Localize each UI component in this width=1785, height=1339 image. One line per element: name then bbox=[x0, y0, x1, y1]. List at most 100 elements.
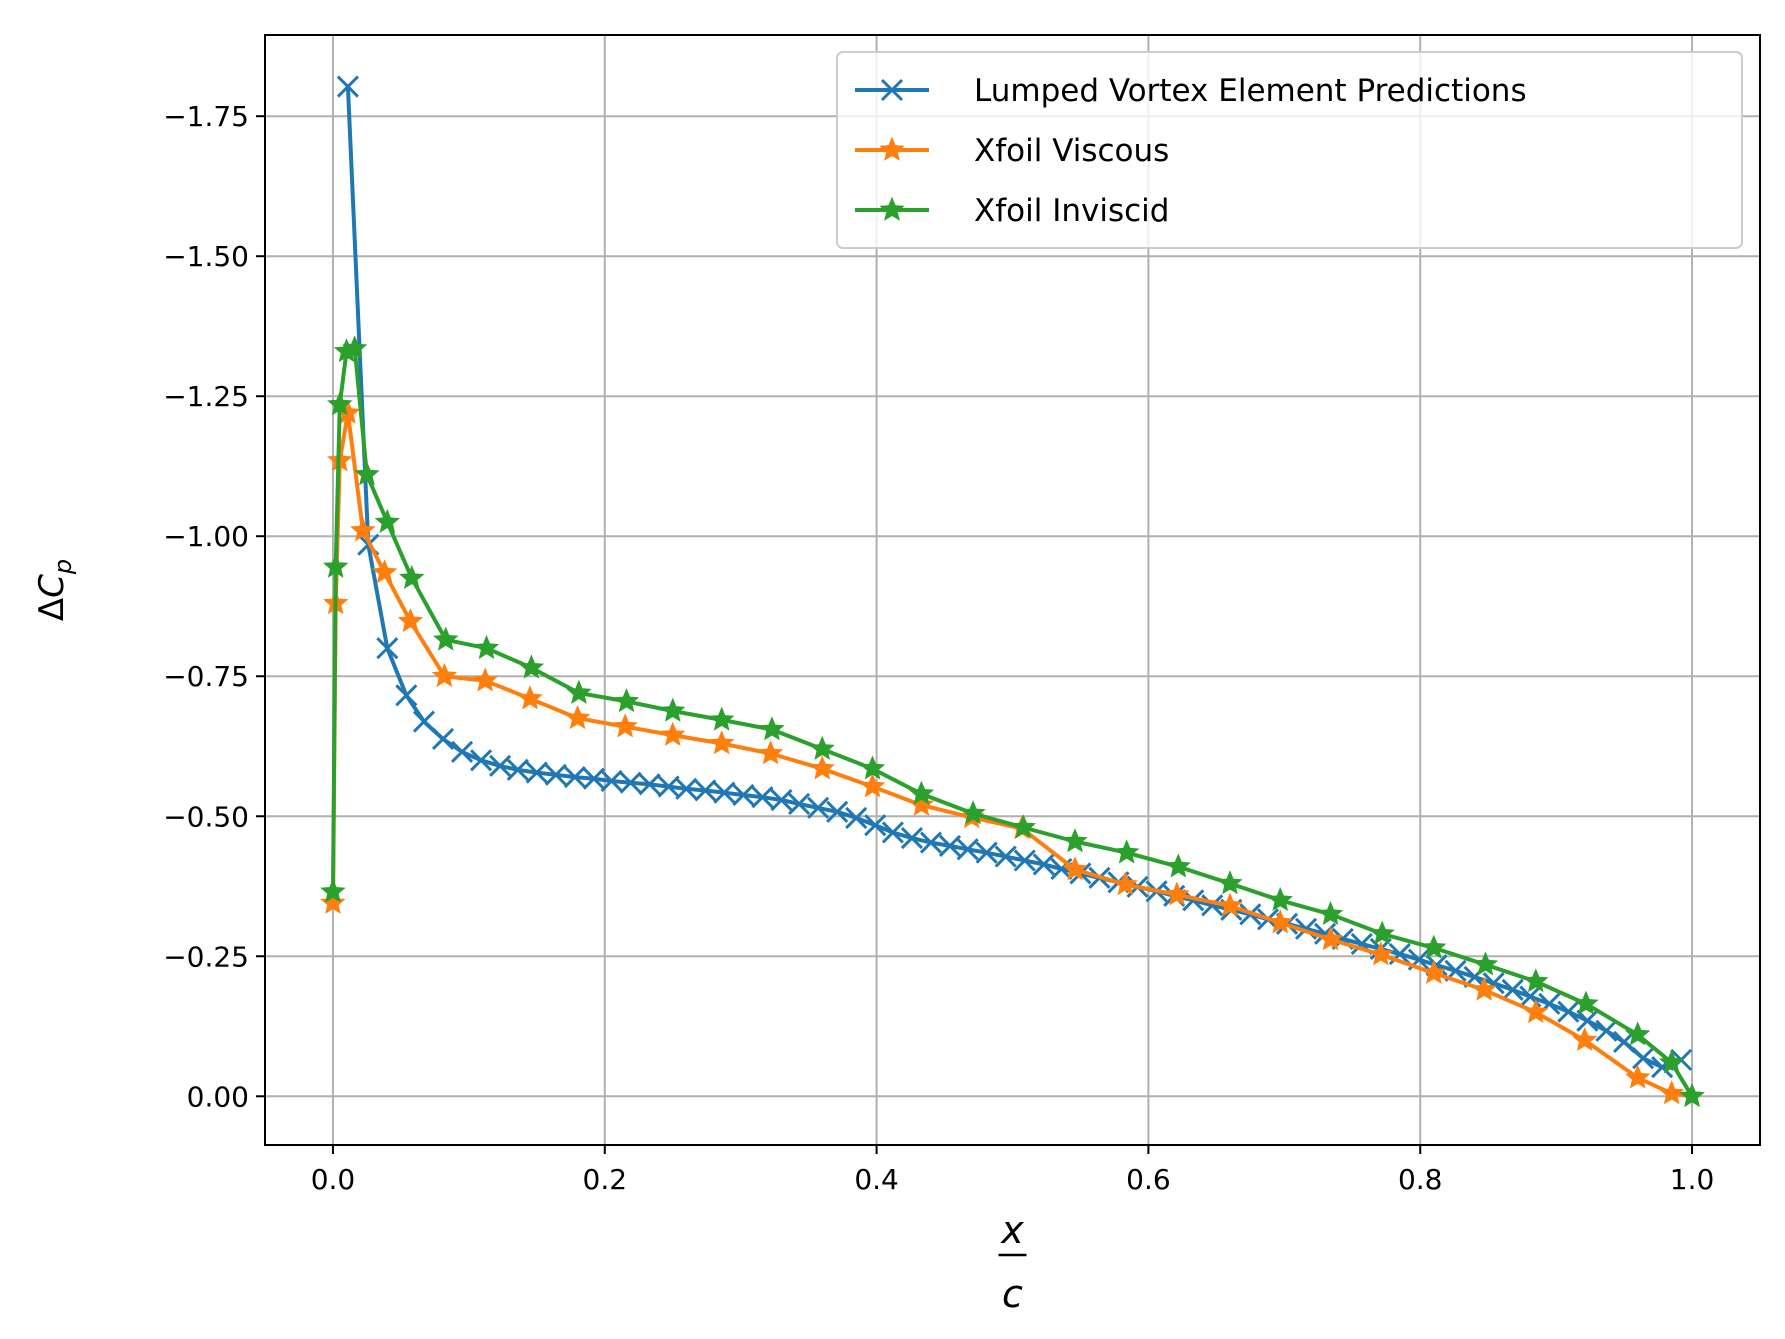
star-marker bbox=[320, 889, 346, 914]
x-marker bbox=[1182, 889, 1205, 912]
x-marker bbox=[1013, 849, 1036, 872]
x-marker bbox=[336, 75, 359, 98]
x-marker bbox=[938, 834, 962, 857]
star-marker bbox=[1164, 881, 1190, 906]
star-marker bbox=[1658, 1049, 1685, 1074]
x-marker bbox=[788, 792, 811, 815]
x-marker bbox=[600, 769, 623, 793]
svg-text:ΔCp: ΔCp bbox=[32, 559, 77, 621]
x-marker bbox=[1201, 894, 1224, 917]
x-marker bbox=[638, 773, 661, 796]
series-1 bbox=[320, 399, 1705, 1108]
star-marker bbox=[660, 697, 686, 722]
x-tick-label: 0.2 bbox=[583, 1163, 628, 1196]
star-marker bbox=[708, 706, 735, 731]
x-marker bbox=[1576, 1009, 1599, 1032]
legend-label: Lumped Vortex Element Predictions bbox=[974, 73, 1527, 109]
x-marker bbox=[880, 78, 904, 102]
star-marker bbox=[517, 685, 543, 710]
x-tick-label: 0.8 bbox=[1398, 1163, 1443, 1196]
x-marker bbox=[1632, 1047, 1655, 1070]
x-marker bbox=[919, 831, 943, 854]
x-marker bbox=[376, 637, 399, 660]
y-tick-label: −1.25 bbox=[163, 380, 249, 413]
star-marker bbox=[1062, 856, 1088, 881]
x-marker bbox=[489, 754, 512, 777]
star-marker bbox=[1217, 870, 1243, 895]
y-tick-label: −1.75 bbox=[163, 100, 249, 133]
x-marker bbox=[694, 779, 717, 802]
x-marker bbox=[826, 800, 849, 823]
legend-item: Xfoil Inviscid bbox=[855, 193, 1169, 229]
star-marker bbox=[1523, 998, 1549, 1024]
x-marker bbox=[451, 740, 474, 763]
star-marker bbox=[1010, 814, 1037, 839]
x-marker bbox=[563, 765, 586, 789]
star-marker bbox=[759, 716, 785, 741]
star-marker bbox=[323, 553, 349, 578]
x-marker bbox=[431, 727, 455, 751]
star-marker bbox=[1317, 900, 1344, 926]
x-marker bbox=[412, 710, 436, 733]
star-marker bbox=[354, 461, 380, 486]
star-marker bbox=[1369, 920, 1395, 945]
legend-box bbox=[836, 51, 1743, 249]
plot-frame bbox=[264, 34, 1761, 1146]
star-marker bbox=[327, 391, 353, 416]
series-line bbox=[331, 411, 1693, 1099]
x-marker bbox=[619, 771, 642, 794]
series-line bbox=[345, 86, 1682, 1070]
star-marker bbox=[1421, 934, 1447, 959]
star-marker bbox=[1062, 828, 1088, 853]
x-marker bbox=[1032, 853, 1055, 876]
y-axis-label-sub: p bbox=[49, 559, 77, 575]
legend: Lumped Vortex Element Predictions Xfoil V… bbox=[836, 51, 1743, 249]
x-marker bbox=[845, 806, 868, 829]
star-marker bbox=[859, 773, 886, 798]
star-marker bbox=[350, 517, 376, 542]
x-marker bbox=[1501, 978, 1524, 1001]
star-marker bbox=[397, 608, 424, 633]
star-marker bbox=[809, 735, 835, 760]
y-tick-label: −0.50 bbox=[163, 800, 249, 833]
star-marker bbox=[431, 662, 458, 688]
y-axis-label-delta: Δ bbox=[32, 598, 72, 621]
star-marker bbox=[1317, 926, 1344, 951]
x-marker bbox=[975, 841, 998, 864]
x-marker bbox=[881, 821, 904, 844]
star-marker bbox=[859, 755, 886, 780]
star-marker bbox=[1421, 959, 1447, 984]
star-marker bbox=[960, 800, 986, 825]
x-marker bbox=[1595, 1019, 1618, 1042]
star-marker bbox=[660, 721, 686, 746]
legend-label: Xfoil Inviscid bbox=[974, 193, 1169, 229]
y-tick-label: −1.00 bbox=[163, 520, 249, 553]
star-marker bbox=[908, 780, 935, 805]
star-marker bbox=[613, 688, 640, 713]
y-tick-label: −0.25 bbox=[163, 940, 249, 973]
star-marker bbox=[566, 679, 592, 704]
y-tick-label: 0.00 bbox=[187, 1080, 249, 1113]
y-axis-label: ΔCp bbox=[32, 559, 77, 621]
y-tick-label: −1.50 bbox=[163, 240, 249, 273]
y-axis-label-base: C bbox=[32, 574, 72, 598]
x-marker bbox=[807, 796, 830, 819]
star-marker bbox=[1472, 951, 1499, 976]
x-tick-label: 0.0 bbox=[311, 1163, 356, 1196]
x-marker bbox=[470, 749, 493, 772]
star-marker bbox=[1114, 839, 1140, 864]
y-tick-label: −0.75 bbox=[163, 660, 249, 693]
x-marker bbox=[675, 777, 698, 800]
star-marker bbox=[612, 713, 638, 738]
x-marker bbox=[751, 786, 774, 809]
x-marker bbox=[864, 814, 887, 837]
x-axis-label: x c bbox=[998, 1208, 1027, 1316]
x-axis-label-denominator: c bbox=[1002, 1272, 1023, 1316]
legend-item: Xfoil Viscous bbox=[855, 133, 1169, 169]
star-marker bbox=[473, 634, 500, 660]
star-marker bbox=[320, 878, 346, 903]
legend-item: Lumped Vortex Element Predictions bbox=[855, 73, 1527, 109]
x-marker bbox=[1557, 1000, 1580, 1023]
star-marker bbox=[1572, 1027, 1598, 1052]
star-marker bbox=[879, 196, 905, 221]
